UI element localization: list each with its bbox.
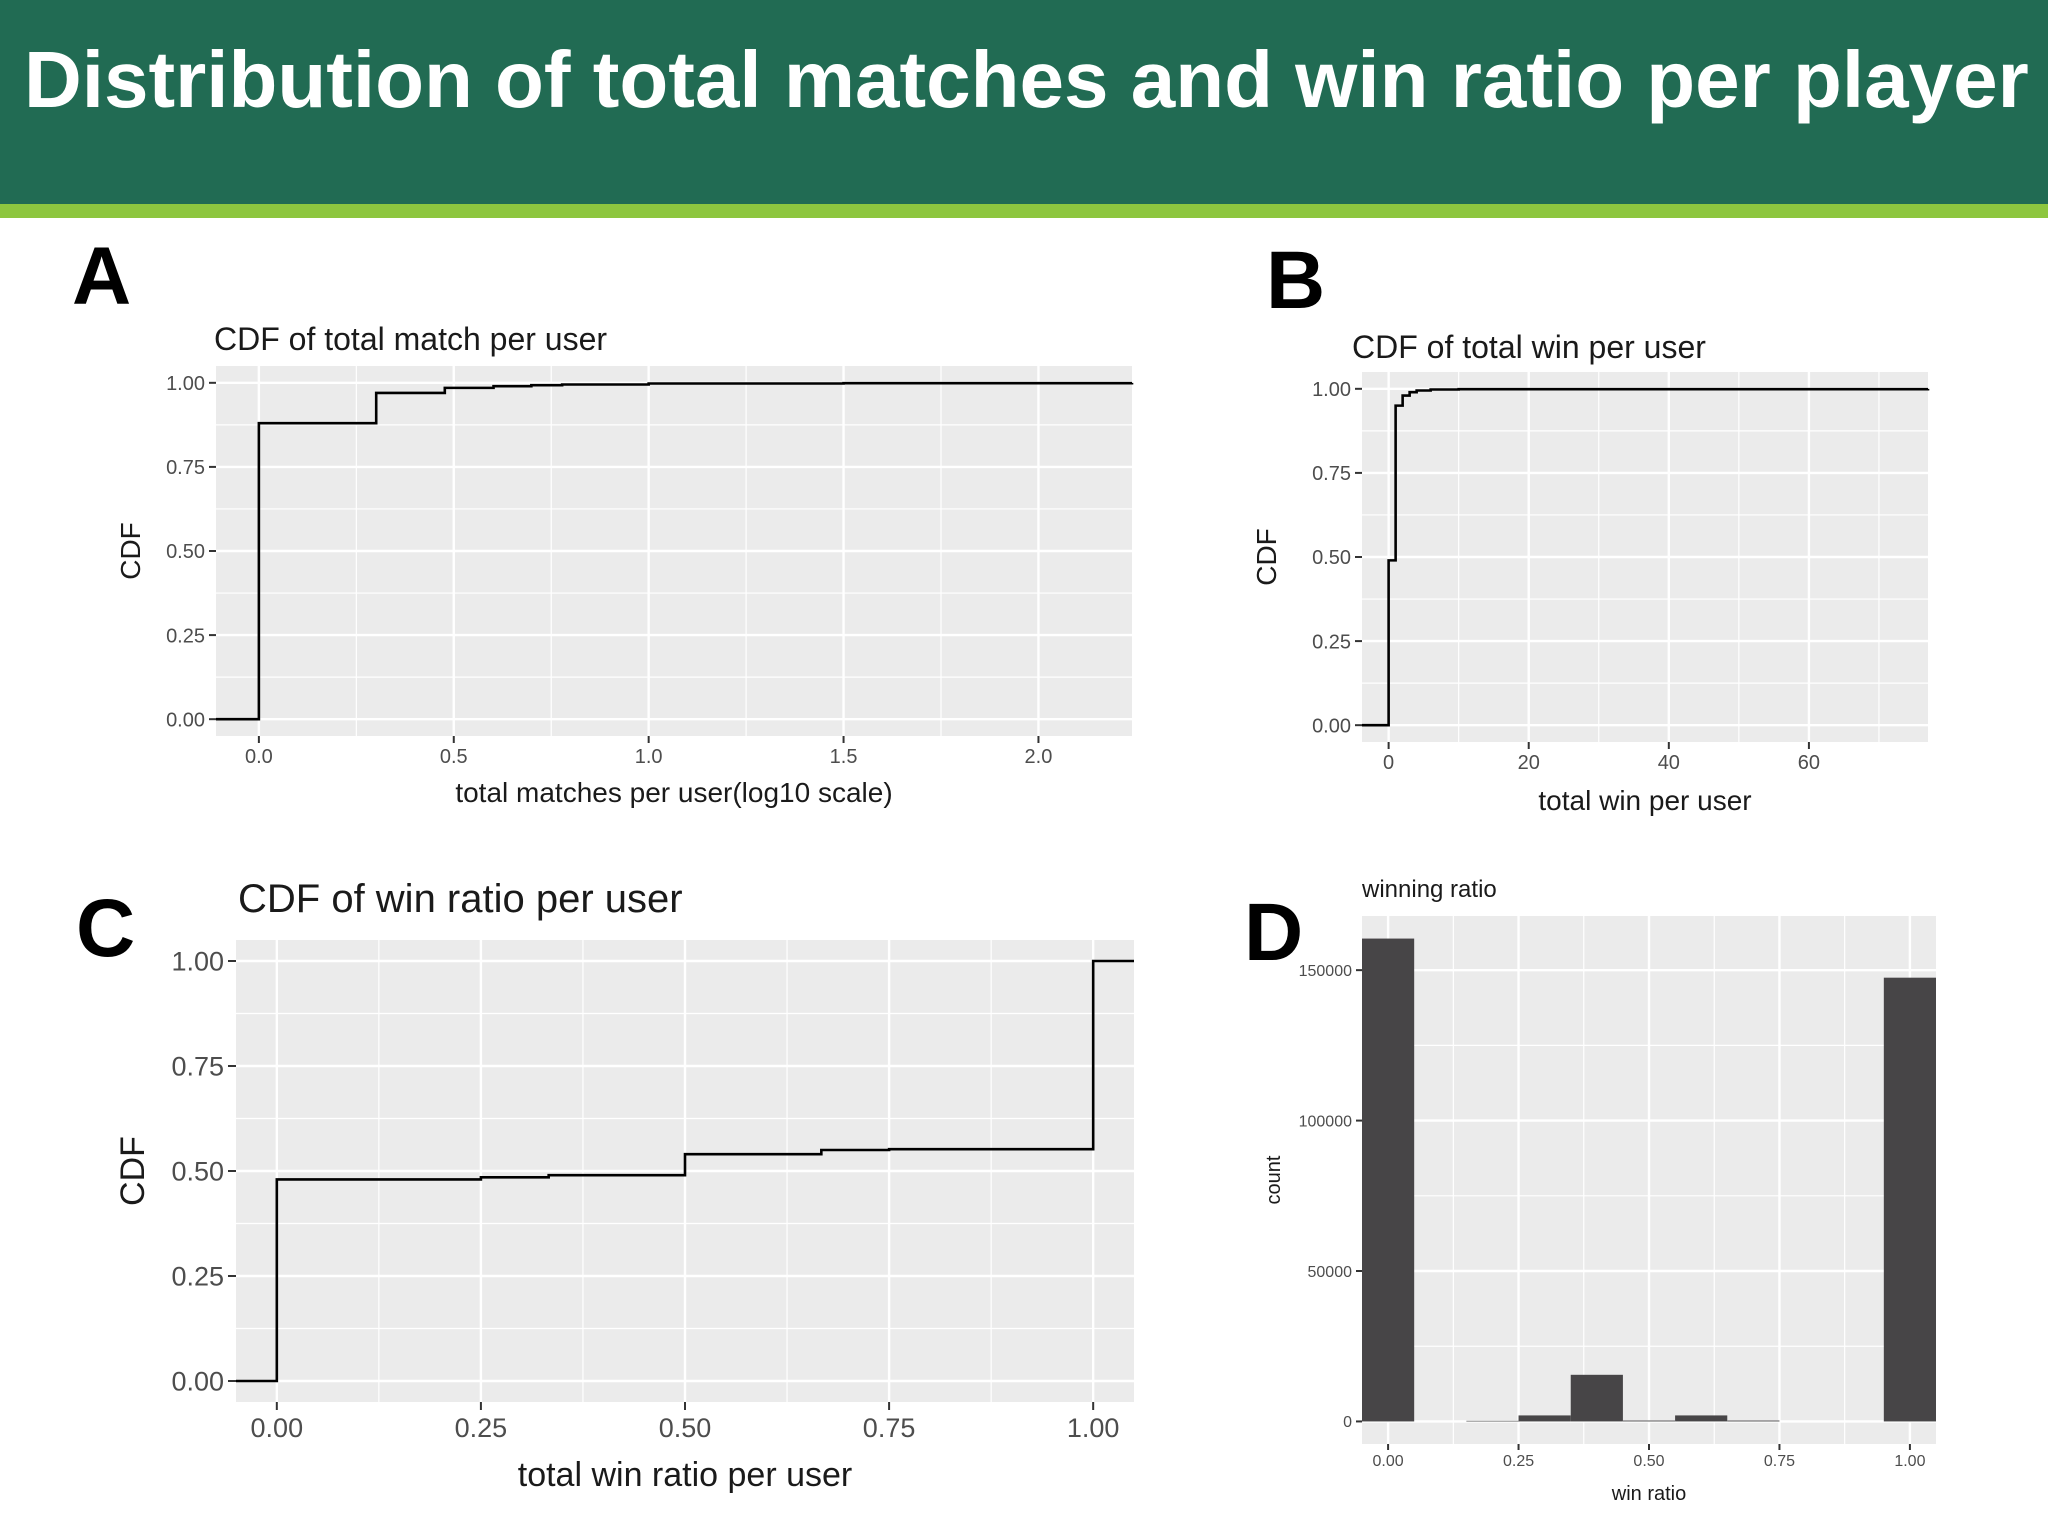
histogram-bar <box>1570 1374 1623 1422</box>
x-axis-label: total matches per user(log10 scale) <box>455 777 892 808</box>
x-tick-label: 20 <box>1518 752 1540 774</box>
chart-title: CDF of win ratio per user <box>238 877 683 921</box>
cdf-step-line <box>1362 387 1930 727</box>
x-tick-label: 0.25 <box>455 1413 508 1443</box>
panel-letter-a: A <box>72 231 132 322</box>
x-tick-label: 0.75 <box>863 1413 916 1443</box>
banner-stripe <box>0 204 2048 218</box>
histogram-bar <box>1362 938 1415 1422</box>
y-tick-label: 0.75 <box>166 457 205 479</box>
histogram-bar <box>1675 1415 1728 1422</box>
x-tick-label: 0 <box>1383 752 1394 774</box>
x-tick-label: 2.0 <box>1025 746 1053 768</box>
x-tick-label: 1.00 <box>1894 1453 1925 1470</box>
x-tick-label: 0.75 <box>1764 1453 1795 1470</box>
y-axis-label: CDF <box>115 522 146 580</box>
y-tick-label: 0.25 <box>1312 631 1351 653</box>
y-tick-label: 150000 <box>1299 963 1352 980</box>
panel-letter-b: B <box>1266 235 1326 326</box>
title-banner <box>0 0 2048 204</box>
y-tick-label: 0.75 <box>171 1052 224 1082</box>
x-axis-label: total win per user <box>1538 785 1751 816</box>
cdf-step-line <box>236 959 1134 1383</box>
y-tick-label: 0.75 <box>1312 463 1351 485</box>
y-tick-label: 0.50 <box>1312 547 1351 569</box>
panel-letter-c: C <box>76 883 136 974</box>
cdf-step-line <box>216 381 1134 721</box>
y-tick-label: 100000 <box>1299 1113 1352 1130</box>
y-tick-label: 0.00 <box>166 709 205 731</box>
histogram-bar <box>1883 977 1936 1422</box>
chart-title: CDF of total win per user <box>1352 329 1706 365</box>
x-tick-label: 0.00 <box>1373 1453 1404 1470</box>
y-tick-label: 0.25 <box>166 625 205 647</box>
x-tick-label: 0.0 <box>245 746 273 768</box>
histogram-bar <box>1727 1420 1780 1422</box>
y-tick-label: 1.00 <box>166 373 205 395</box>
y-axis-label: count <box>1263 1155 1285 1204</box>
x-tick-label: 1.00 <box>1067 1413 1120 1443</box>
x-tick-label: 40 <box>1658 752 1680 774</box>
histogram-bar <box>1518 1415 1571 1422</box>
page-title: Distribution of total matches and win ra… <box>24 35 2029 124</box>
y-tick-label: 50000 <box>1308 1264 1353 1281</box>
x-tick-label: 0.50 <box>659 1413 712 1443</box>
x-tick-label: 0.50 <box>1633 1453 1664 1470</box>
x-tick-label: 0.5 <box>440 746 468 768</box>
x-tick-label: 1.5 <box>830 746 858 768</box>
x-axis-label: total win ratio per user <box>518 1456 853 1494</box>
x-tick-label: 0.25 <box>1503 1453 1534 1470</box>
y-tick-label: 0.00 <box>1312 715 1351 737</box>
y-tick-label: 0 <box>1343 1414 1352 1431</box>
histogram-bar <box>1622 1420 1676 1422</box>
chart-title: winning ratio <box>1361 876 1497 903</box>
y-tick-label: 0.50 <box>171 1157 224 1187</box>
chart-title: CDF of total match per user <box>214 321 607 357</box>
y-tick-label: 0.50 <box>166 541 205 563</box>
x-axis-label: win ratio <box>1611 1483 1686 1505</box>
x-tick-label: 60 <box>1798 752 1820 774</box>
panel-letter-d: D <box>1244 887 1304 978</box>
y-tick-label: 0.00 <box>171 1367 224 1397</box>
y-axis-label: CDF <box>114 1136 152 1206</box>
y-tick-label: 0.25 <box>171 1262 224 1292</box>
x-tick-label: 0.00 <box>251 1413 304 1443</box>
x-tick-label: 1.0 <box>635 746 663 768</box>
y-tick-label: 1.00 <box>1312 379 1351 401</box>
y-tick-label: 1.00 <box>171 947 224 977</box>
y-axis-label: CDF <box>1251 528 1282 586</box>
histogram-bar <box>1466 1420 1519 1422</box>
